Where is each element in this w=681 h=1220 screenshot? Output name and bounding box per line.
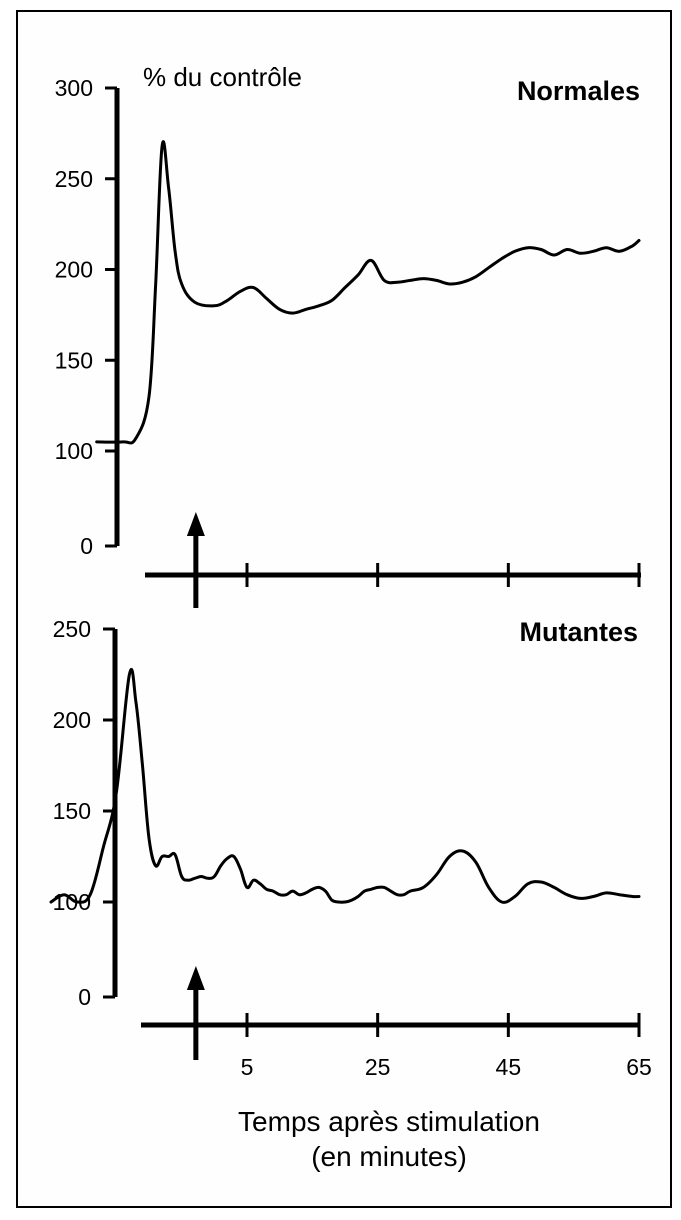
mutantes-x-tick-label: 5 [241, 1054, 254, 1080]
normales-series-line-0 [95, 140, 641, 445]
normales-stimulation-arrowhead [186, 512, 205, 536]
normales-y-axis-label: % du contrôle [143, 62, 302, 92]
normales-panel-title: Normales [517, 76, 640, 106]
mutantes-y-tick-label: 200 [53, 707, 91, 733]
mutantes-y-tick-label: 150 [53, 798, 91, 824]
mutantes-series-line-0 [49, 668, 641, 904]
mutantes-x-tick-label: 25 [365, 1054, 391, 1080]
mutantes-x-tick-label: 45 [496, 1054, 522, 1080]
normales-y-tick-label: 200 [55, 257, 93, 283]
normales-y-tick-label: 300 [55, 75, 93, 101]
figure-frame [16, 10, 672, 1208]
x-axis-label-line-2: (en minutes) [311, 1141, 467, 1172]
mutantes-panel-title: Mutantes [519, 617, 638, 647]
normales-y-tick-label: 150 [55, 347, 93, 373]
normales-y-tick-label: 250 [55, 166, 93, 192]
x-axis-label-line-1: Temps après stimulation [238, 1106, 540, 1137]
normales-y-tick-label: 0 [80, 533, 93, 559]
mutantes-stimulation-arrowhead [186, 966, 205, 990]
mutantes-y-tick-label: 0 [78, 984, 91, 1010]
mutantes-x-tick-label: 65 [626, 1054, 652, 1080]
mutantes-y-tick-label: 250 [53, 616, 91, 642]
normales-y-tick-label: 100 [55, 438, 93, 464]
